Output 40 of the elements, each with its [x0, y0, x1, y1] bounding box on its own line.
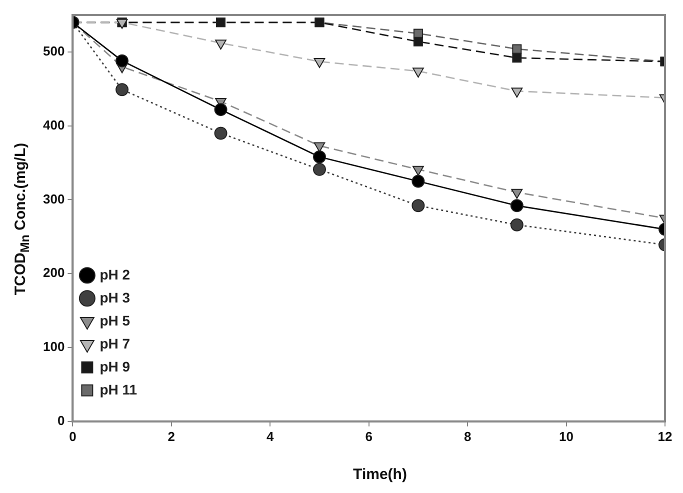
- point: [412, 174, 425, 188]
- legend-label: pH 5: [100, 312, 130, 328]
- point: [312, 150, 326, 164]
- x-tick-label: 12: [658, 428, 672, 444]
- point: [413, 28, 423, 38]
- point: [510, 199, 524, 212]
- point: [214, 103, 228, 116]
- x-tick-label: 2: [168, 428, 176, 444]
- point: [413, 36, 423, 46]
- point: [116, 83, 129, 96]
- x-axis-title: Time(h): [353, 466, 407, 483]
- legend-label: pH 9: [100, 358, 130, 374]
- point: [412, 199, 425, 212]
- y-tick-label: 100: [42, 339, 65, 354]
- y-tick-label: 0: [57, 412, 65, 428]
- point: [412, 166, 424, 176]
- point: [511, 188, 523, 199]
- legend-label: pH 3: [100, 289, 130, 306]
- point: [116, 54, 129, 68]
- y-tick-label: 300: [42, 191, 65, 206]
- legend-label: pH 11: [100, 381, 138, 398]
- point: [511, 88, 523, 98]
- point: [312, 162, 326, 176]
- point: [510, 218, 524, 232]
- x-tick-label: 4: [266, 428, 275, 444]
- x-tick-label: 0: [69, 428, 76, 444]
- x-tick-label: 10: [559, 428, 574, 444]
- legend-label: pH 7: [100, 335, 130, 352]
- point: [214, 126, 228, 140]
- y-tick-label: 500: [42, 44, 65, 59]
- point: [512, 53, 522, 63]
- legend-label: pH 2: [100, 266, 130, 282]
- point: [512, 44, 522, 54]
- x-tick-label: 8: [464, 428, 472, 444]
- y-tick-label: 400: [42, 117, 65, 132]
- x-tick-label: 6: [365, 428, 372, 444]
- point: [412, 68, 424, 78]
- point: [215, 40, 226, 50]
- y-tick-label: 200: [42, 265, 65, 280]
- point: [314, 58, 326, 68]
